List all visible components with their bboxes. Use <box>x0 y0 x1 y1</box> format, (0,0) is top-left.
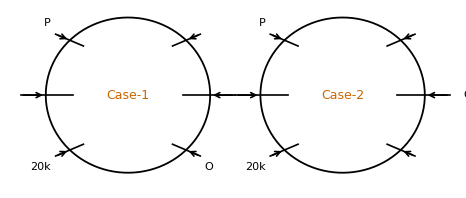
Text: P: P <box>259 18 266 28</box>
Text: Case-2: Case-2 <box>321 89 364 102</box>
Text: P: P <box>44 18 51 28</box>
Text: 20k: 20k <box>245 162 266 172</box>
Text: Case-1: Case-1 <box>106 89 150 102</box>
Text: O: O <box>464 90 466 100</box>
Text: O: O <box>205 162 213 172</box>
Text: 20k: 20k <box>30 162 51 172</box>
